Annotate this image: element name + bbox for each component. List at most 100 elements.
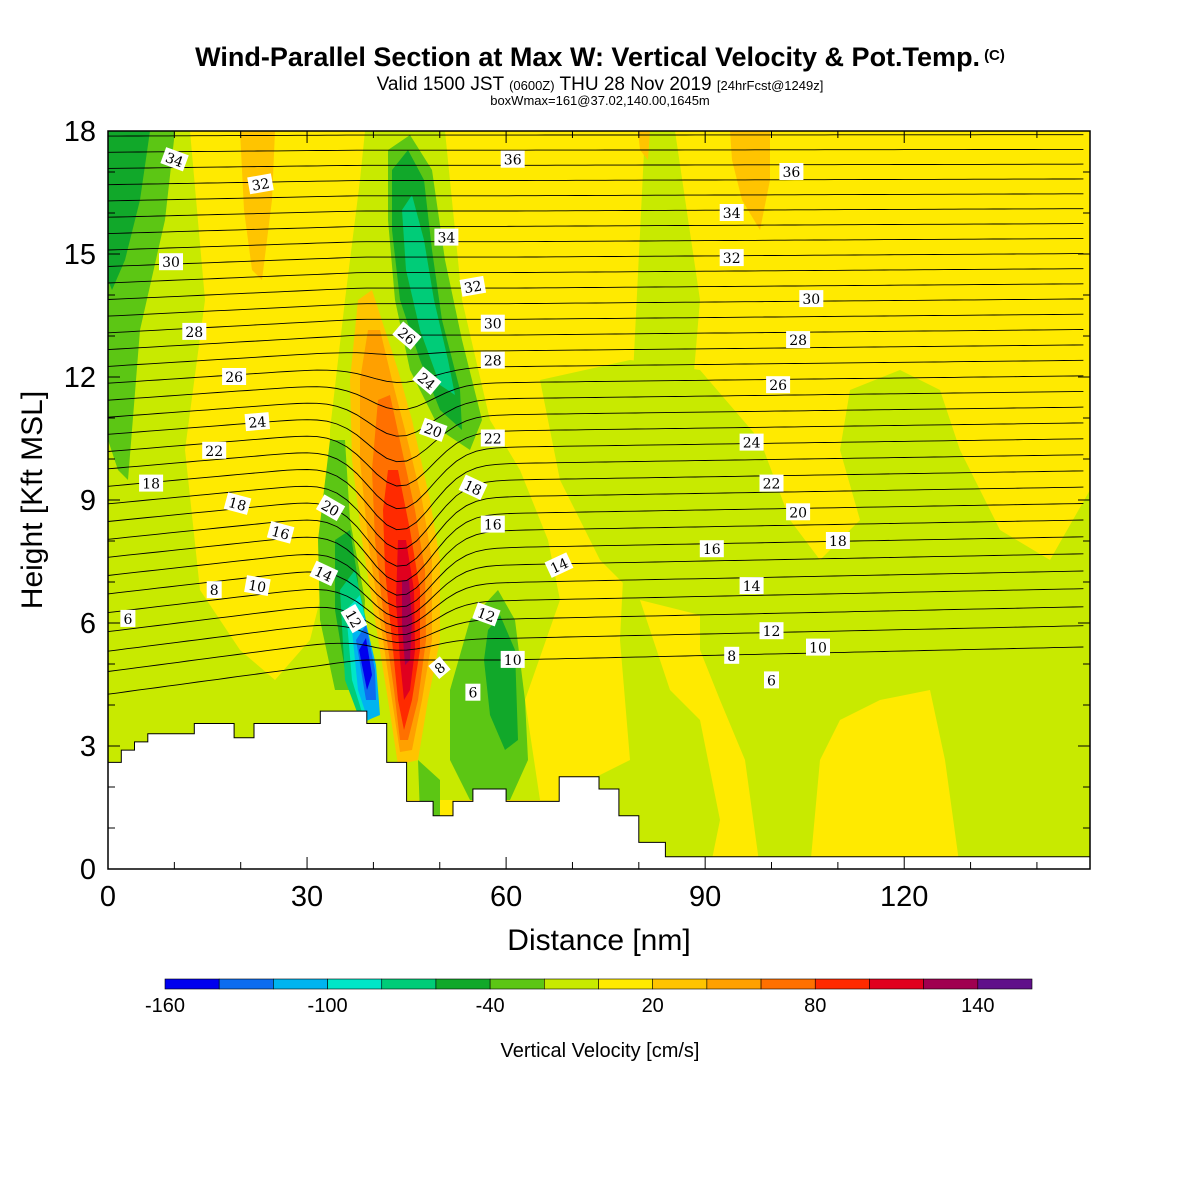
theta-label-text: 32 (723, 251, 741, 267)
colorbar-tick-label: 20 (642, 995, 664, 1017)
theta-label-text: 34 (163, 150, 185, 171)
theta-label-text: 18 (461, 478, 484, 500)
theta-label-text: 24 (743, 436, 761, 452)
y-tick-label: 15 (64, 239, 96, 271)
colorbar-swatch (652, 978, 708, 990)
theta-label-text: 6 (767, 673, 776, 689)
theta-contour-line (108, 163, 1084, 169)
theta-label-text: 22 (484, 432, 502, 448)
theta-label: 30 (480, 314, 505, 333)
field-rise-weak (638, 131, 650, 160)
theta-label: 8 (428, 656, 451, 680)
theta-contour-line (108, 253, 1084, 267)
theta-label-text: 16 (703, 542, 721, 558)
theta-label-text: 36 (504, 153, 522, 169)
theta-contour-line (108, 438, 1084, 510)
theta-label: 30 (159, 253, 183, 271)
theta-label: 18 (139, 474, 164, 493)
theta-label-bg (315, 494, 346, 522)
theta-label: 12 (759, 622, 784, 640)
terrain (107, 710, 1091, 870)
colorbar-label: Vertical Velocity [cm/s] (501, 1040, 700, 1062)
theta-label: 10 (244, 575, 271, 597)
theta-label-text: 18 (226, 495, 247, 515)
theta-label-text: 24 (248, 414, 267, 431)
theta-label-bg (719, 249, 744, 267)
theta-contour-line (108, 588, 1084, 636)
field-sink-strong (108, 131, 150, 290)
colorbar-swatch (218, 978, 274, 990)
theta-label-bg (806, 638, 830, 656)
theta-contour-line (108, 486, 1084, 567)
y-tick-label: 3 (80, 731, 96, 763)
theta-contour-line (108, 283, 1084, 300)
theta-label-bg (120, 609, 136, 627)
theta-label: 22 (759, 474, 784, 493)
theta-contour-line (108, 570, 1084, 628)
chart-subtitle-box: boxWmax=161@37.02,140.00,1645m (490, 93, 710, 108)
theta-label-bg (739, 577, 764, 595)
theta-label: 26 (222, 368, 247, 386)
copyright-mark: (C) (984, 47, 1005, 64)
theta-label: 18 (223, 492, 252, 515)
theta-label-text: 8 (727, 649, 736, 665)
theta-label-bg (434, 228, 459, 246)
theta-label-bg (465, 683, 481, 701)
theta-label: 34 (434, 228, 459, 247)
theta-label-bg (244, 575, 271, 597)
colorbar-swatch (327, 978, 383, 990)
theta-label-bg (699, 540, 724, 558)
theta-label-bg (340, 604, 368, 634)
theta-label-bg (244, 412, 270, 432)
y-tick-label: 6 (80, 608, 96, 640)
theta-label: 36 (779, 163, 804, 181)
theta-label-text: 10 (247, 578, 267, 597)
theta-label: 16 (480, 515, 505, 534)
theta-contour-line (108, 536, 1084, 608)
theta-label: 20 (786, 503, 811, 521)
theta-label-bg (766, 376, 791, 394)
theta-label-text: 28 (789, 333, 807, 349)
theta-label-bg (459, 275, 487, 297)
theta-label-text: 32 (463, 278, 483, 297)
field-weak-down (108, 560, 170, 650)
theta-label-text: 20 (422, 421, 444, 442)
theta-label-bg (500, 150, 525, 168)
theta-label: 36 (500, 150, 525, 169)
theta-contour-line (108, 454, 1084, 531)
colorbar-tick-label: -100 (308, 995, 348, 1017)
theta-label-bg (309, 560, 339, 587)
theta-contour-line (108, 313, 1084, 334)
theta-label-text: 30 (162, 255, 180, 271)
theta-label-text: 12 (341, 608, 364, 631)
theta-label-text: 10 (504, 653, 522, 669)
theta-contour-line (108, 646, 1084, 695)
theta-label-text: 22 (763, 477, 781, 493)
theta-label-bg (182, 322, 207, 340)
theta-label: 18 (825, 532, 850, 550)
theta-label-text: 6 (468, 686, 477, 702)
theta-label-bg (724, 646, 740, 664)
x-tick-label: 90 (689, 881, 721, 913)
theta-label: 8 (724, 646, 740, 665)
theta-label-text: 32 (251, 176, 271, 195)
theta-label-text: 6 (123, 612, 132, 628)
theta-label-bg (799, 290, 824, 308)
theta-label-bg (779, 163, 804, 180)
theta-label: 14 (309, 560, 339, 587)
theta-contour-line (108, 390, 1084, 437)
theta-label-text: 18 (142, 477, 160, 493)
theta-label: 26 (766, 376, 791, 394)
theta-label: 20 (315, 494, 346, 522)
theta-contour-line (108, 375, 1084, 411)
x-tick-label: 120 (880, 881, 928, 913)
theta-label: 18 (458, 474, 488, 501)
theta-label-text: 26 (769, 378, 787, 394)
theta-contour-line (108, 625, 1084, 672)
field-sink-vstrong (402, 195, 455, 395)
theta-contour-line (108, 268, 1084, 284)
y-axis-label: Height [Kft MSL] (16, 391, 49, 609)
theta-label-bg (266, 521, 295, 544)
